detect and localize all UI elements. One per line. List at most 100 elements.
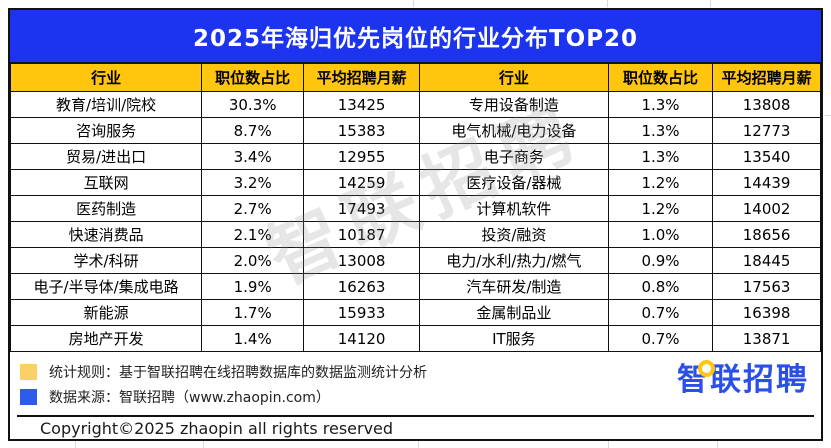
gridline-stub bbox=[75, 441, 76, 448]
table-cell: 17493 bbox=[303, 195, 421, 222]
legend-text: 统计规则：基于智联招聘在线招聘数据库的数据监测统计分析 bbox=[49, 365, 427, 381]
gridline-stub bbox=[413, 0, 414, 7]
table-cell: 8.7% bbox=[201, 117, 305, 144]
table-cell: 14259 bbox=[303, 169, 421, 196]
table-cell: 0.8% bbox=[607, 273, 714, 300]
table-cell: 计算机软件 bbox=[419, 195, 609, 222]
table-cell: 互联网 bbox=[9, 169, 203, 196]
table-row: 教育/培训/院校 30.3% 13425 专用设备制造 1.3% 13808 bbox=[9, 91, 821, 118]
table-cell: 学术/科研 bbox=[9, 247, 203, 274]
table-cell: 2.0% bbox=[201, 247, 305, 274]
table-cell: 14002 bbox=[712, 195, 821, 222]
table-cell: 0.7% bbox=[607, 325, 714, 352]
table-cell: 医药制造 bbox=[9, 195, 203, 222]
table-cell: 汽车研发/制造 bbox=[419, 273, 609, 300]
page-title: 2025年海归优先岗位的行业分布TOP20 bbox=[10, 10, 821, 63]
table-cell: 1.9% bbox=[201, 273, 305, 300]
table-cell: 1.3% bbox=[607, 117, 714, 144]
table-cell: 18656 bbox=[712, 221, 821, 248]
table-cell: 12955 bbox=[303, 143, 421, 170]
table-cell: 0.7% bbox=[607, 299, 714, 326]
table-cell: 13871 bbox=[712, 325, 821, 352]
table-cell: 13540 bbox=[712, 143, 821, 170]
table-cell: 房地产开发 bbox=[9, 325, 203, 352]
table-cell: 15933 bbox=[303, 299, 421, 326]
gridline-stub bbox=[203, 441, 204, 448]
table-cell: 18445 bbox=[712, 247, 821, 274]
table-cell: 13008 bbox=[303, 247, 421, 274]
table-cell: 0.9% bbox=[607, 247, 714, 274]
table-header-row: 行业 职位数占比 平均招聘月薪 行业 职位数占比 平均招聘月薪 bbox=[9, 63, 821, 92]
table-cell: 13425 bbox=[303, 91, 421, 118]
copyright-text: Copyright©2025 zhaopin all rights reserv… bbox=[40, 419, 394, 438]
table-row: 贸易/进出口 3.4% 12955 电子商务 1.3% 13540 bbox=[9, 143, 821, 170]
table-cell: 1.4% bbox=[201, 325, 305, 352]
table-row: 新能源 1.7% 15933 金属制品业 0.7% 16398 bbox=[9, 299, 821, 326]
legend-text: 数据来源：智联招聘（www.zhaopin.com） bbox=[49, 390, 330, 406]
table-cell: 1.7% bbox=[201, 299, 305, 326]
header-salary-right: 平均招聘月薪 bbox=[712, 63, 821, 92]
table-cell: 14120 bbox=[303, 325, 421, 352]
table-cell: 16263 bbox=[303, 273, 421, 300]
table-cell: 3.4% bbox=[201, 143, 305, 170]
header-share-right: 职位数占比 bbox=[607, 63, 714, 92]
table-cell: IT服务 bbox=[419, 325, 609, 352]
legend-data-source: 数据来源：智联招聘（www.zhaopin.com） bbox=[20, 387, 330, 407]
table-cell: 新能源 bbox=[9, 299, 203, 326]
table-cell: 1.3% bbox=[607, 143, 714, 170]
table-cell: 14439 bbox=[712, 169, 821, 196]
table-cell: 17563 bbox=[712, 273, 821, 300]
header-salary-left: 平均招聘月薪 bbox=[303, 63, 421, 92]
industry-table: 行业 职位数占比 平均招聘月薪 行业 职位数占比 平均招聘月薪 教育/培训/院校… bbox=[9, 63, 821, 352]
table-cell: 16398 bbox=[712, 299, 821, 326]
table-row: 咨询服务 8.7% 15383 电气机械/电力设备 1.3% 12773 bbox=[9, 117, 821, 144]
table-cell: 12773 bbox=[712, 117, 821, 144]
table-cell: 快速消费品 bbox=[9, 221, 203, 248]
table-cell: 13808 bbox=[712, 91, 821, 118]
table-cell: 贸易/进出口 bbox=[9, 143, 203, 170]
table-cell: 10187 bbox=[303, 221, 421, 248]
table-cell: 教育/培训/院校 bbox=[9, 91, 203, 118]
legend-statistics-rule: 统计规则：基于智联招聘在线招聘数据库的数据监测统计分析 bbox=[20, 362, 427, 382]
table-cell: 1.0% bbox=[607, 221, 714, 248]
table-row: 互联网 3.2% 14259 医疗设备/器械 1.2% 14439 bbox=[9, 169, 821, 196]
zhaopin-logo: 智联招聘 bbox=[677, 360, 809, 400]
table-cell: 2.1% bbox=[201, 221, 305, 248]
table-cell: 投资/融资 bbox=[419, 221, 609, 248]
divider bbox=[17, 415, 814, 417]
table-row: 学术/科研 2.0% 13008 电力/水利/热力/燃气 0.9% 18445 bbox=[9, 247, 821, 274]
header-industry-left: 行业 bbox=[9, 63, 203, 92]
table-cell: 1.2% bbox=[607, 169, 714, 196]
footer: 统计规则：基于智联招聘在线招聘数据库的数据监测统计分析 数据来源：智联招聘（ww… bbox=[10, 352, 821, 441]
table-row: 电子/半导体/集成电路 1.9% 16263 汽车研发/制造 0.8% 1756… bbox=[9, 273, 821, 300]
gridline-stub bbox=[418, 441, 419, 448]
header-share-left: 职位数占比 bbox=[201, 63, 305, 92]
gridline-stub bbox=[607, 0, 608, 7]
table-cell: 金属制品业 bbox=[419, 299, 609, 326]
table-cell: 专用设备制造 bbox=[419, 91, 609, 118]
header-industry-right: 行业 bbox=[419, 63, 609, 92]
table-cell: 1.3% bbox=[607, 91, 714, 118]
gridline-stub bbox=[710, 0, 711, 7]
table-cell: 15383 bbox=[303, 117, 421, 144]
logo-text: 智联招聘 bbox=[677, 362, 809, 398]
gridline-stub bbox=[825, 115, 831, 116]
table-row: 房地产开发 1.4% 14120 IT服务 0.7% 13871 bbox=[9, 325, 821, 352]
table-cell: 2.7% bbox=[201, 195, 305, 222]
blue-swatch-icon bbox=[20, 389, 37, 405]
yellow-swatch-icon bbox=[20, 364, 37, 380]
table-cell: 30.3% bbox=[201, 91, 305, 118]
gridline-stub bbox=[608, 441, 609, 448]
table-cell: 电力/水利/热力/燃气 bbox=[419, 247, 609, 274]
table-cell: 电气机械/电力设备 bbox=[419, 117, 609, 144]
table-cell: 3.2% bbox=[201, 169, 305, 196]
gridline-stub bbox=[717, 441, 718, 448]
table-cell: 咨询服务 bbox=[9, 117, 203, 144]
logo-ring-icon bbox=[698, 360, 715, 377]
infographic-block: 2025年海归优先岗位的行业分布TOP20 行业 职位数占比 平均招聘月薪 行业… bbox=[8, 8, 823, 441]
table-cell: 医疗设备/器械 bbox=[419, 169, 609, 196]
table-cell: 电子商务 bbox=[419, 143, 609, 170]
table-row: 快速消费品 2.1% 10187 投资/融资 1.0% 18656 bbox=[9, 221, 821, 248]
table-cell: 电子/半导体/集成电路 bbox=[9, 273, 203, 300]
table-cell: 1.2% bbox=[607, 195, 714, 222]
